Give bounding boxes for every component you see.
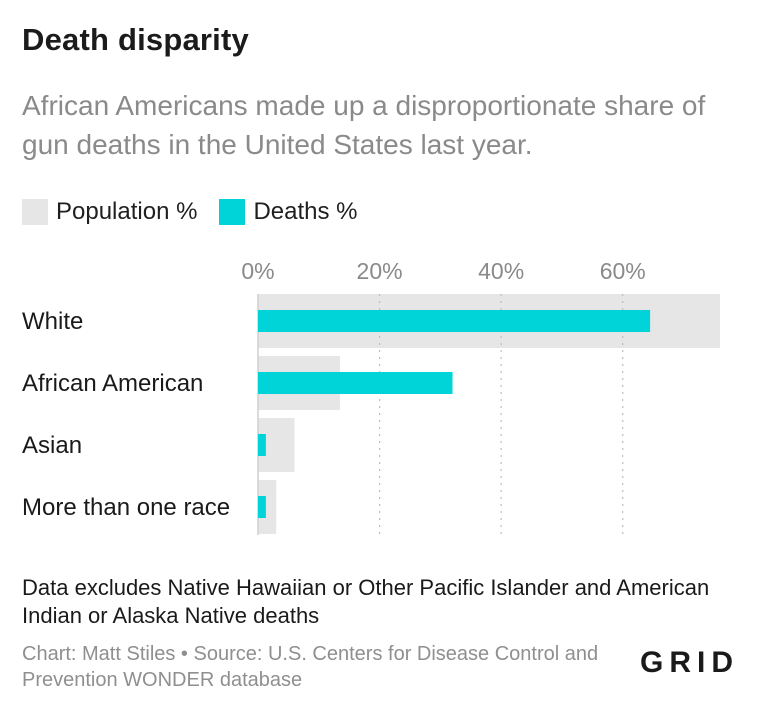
deaths-bar-0 <box>258 310 651 332</box>
chart-title: Death disparity <box>22 22 249 57</box>
legend-label-deaths: Deaths % <box>253 198 358 225</box>
grid-logo: GRID <box>640 646 739 679</box>
legend-item-deaths: Deaths % <box>219 198 358 226</box>
tick-label-1: 20% <box>357 258 403 284</box>
population-bar-3 <box>258 480 277 534</box>
legend: Population % Deaths % <box>22 196 380 228</box>
category-label-2: Asian <box>22 432 82 459</box>
tick-label-0: 0% <box>241 258 274 284</box>
tick-label-2: 40% <box>478 258 524 284</box>
category-label-0: White <box>22 308 83 335</box>
legend-item-population: Population % <box>22 198 197 226</box>
data-note: Data excludes Native Hawaiian or Other P… <box>22 575 710 628</box>
tick-label-3: 60% <box>600 258 646 284</box>
deaths-bar-3 <box>258 496 266 518</box>
bar-chart: 0% 20% 40% 60% White African American Asian Mor… <box>22 258 720 535</box>
category-label-3: More than one race <box>22 494 230 521</box>
deaths-bar-2 <box>258 434 266 456</box>
chart-subtitle: African Americans made up a disproportio… <box>22 90 706 160</box>
legend-swatch-deaths <box>219 199 246 225</box>
category-label-1: African American <box>22 370 203 397</box>
legend-swatch-population <box>22 199 48 225</box>
chart-credit: Chart: Matt Stiles • Source: U.S. Center… <box>22 643 599 691</box>
legend-label-population: Population % <box>56 198 198 225</box>
deaths-bar-1 <box>258 372 453 394</box>
